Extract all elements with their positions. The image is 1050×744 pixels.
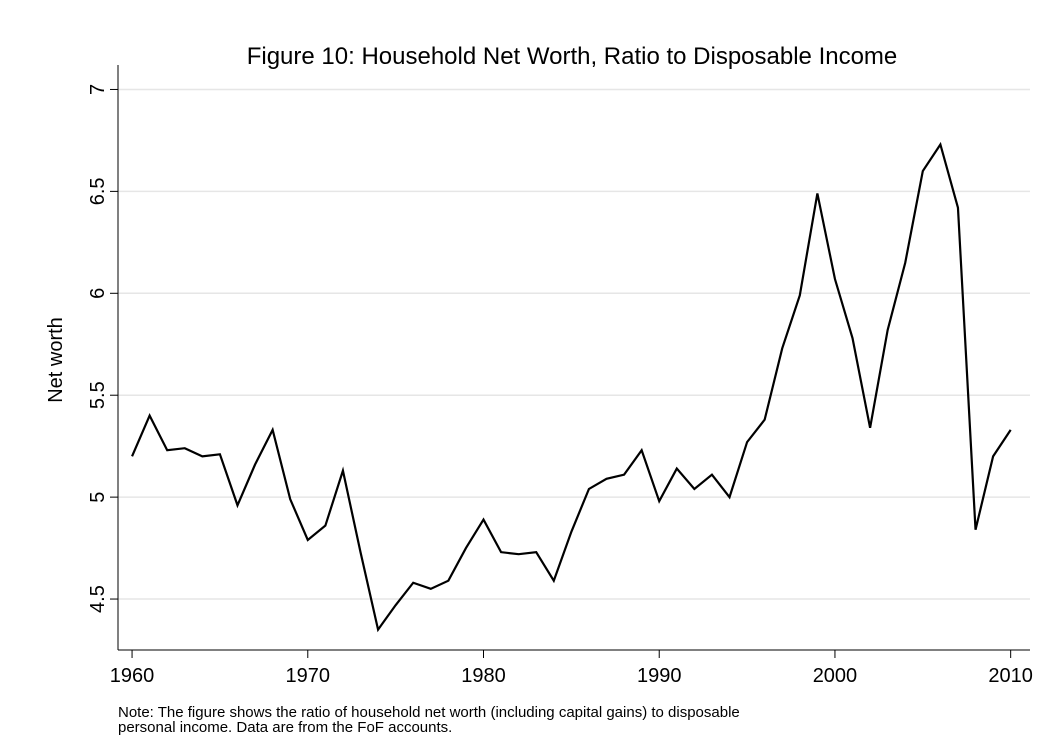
x-tick-label: 1990: [637, 665, 682, 687]
note: personal income. Data are from the FoF a…: [118, 719, 452, 736]
y-tick-label: 5: [87, 492, 109, 503]
line-series: [131, 141, 1012, 633]
x-tick-label: 2000: [813, 665, 858, 687]
y-tick-label: 4.5: [87, 585, 109, 613]
y-tick-label: 6.5: [87, 177, 109, 205]
x-tick-label: 2010: [988, 665, 1033, 687]
y-tick-label: 6: [87, 288, 109, 299]
x-tick-label: 1960: [110, 665, 155, 687]
y-axis-label: Net worth: [45, 317, 67, 403]
x-tick-label: 1980: [461, 665, 506, 687]
y-tick-label: 5.5: [87, 381, 109, 409]
chart-title: Figure 10: Household Net Worth, Ratio to…: [247, 43, 898, 70]
note: Note: The figure shows the ratio of hous…: [118, 704, 740, 721]
y-tick-label: 7: [87, 84, 109, 95]
x-tick-label: 1970: [286, 665, 331, 687]
